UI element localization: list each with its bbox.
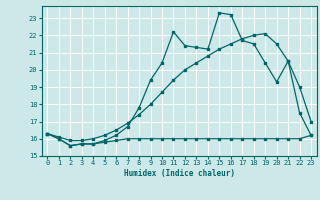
X-axis label: Humidex (Indice chaleur): Humidex (Indice chaleur) bbox=[124, 169, 235, 178]
